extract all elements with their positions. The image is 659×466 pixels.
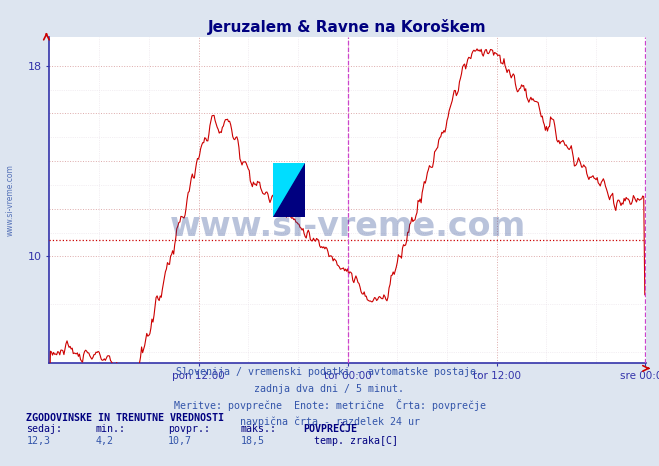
Text: 4,2: 4,2 [96, 436, 113, 446]
Polygon shape [273, 163, 305, 217]
Text: www.si-vreme.com: www.si-vreme.com [169, 210, 526, 243]
Text: Meritve: povprečne  Enote: metrične  Črta: povprečje: Meritve: povprečne Enote: metrične Črta:… [173, 399, 486, 411]
Text: zadnja dva dni / 5 minut.: zadnja dva dni / 5 minut. [254, 384, 405, 394]
Text: maks.:: maks.: [241, 424, 277, 434]
Polygon shape [273, 163, 305, 217]
Text: ZGODOVINSKE IN TRENUTNE VREDNOSTI: ZGODOVINSKE IN TRENUTNE VREDNOSTI [26, 413, 224, 423]
Text: POVPREČJE: POVPREČJE [303, 424, 357, 434]
Title: Jeruzalem & Ravne na Koroškem: Jeruzalem & Ravne na Koroškem [208, 19, 487, 35]
Text: 10,7: 10,7 [168, 436, 192, 446]
Text: temp. zraka[C]: temp. zraka[C] [314, 436, 398, 446]
Text: 12,3: 12,3 [26, 436, 50, 446]
Text: www.si-vreme.com: www.si-vreme.com [5, 164, 14, 236]
Text: povpr.:: povpr.: [168, 424, 210, 434]
Text: min.:: min.: [96, 424, 126, 434]
Text: navpična črta - razdelek 24 ur: navpična črta - razdelek 24 ur [239, 417, 420, 427]
Text: 18,5: 18,5 [241, 436, 264, 446]
Text: sedaj:: sedaj: [26, 424, 63, 434]
Text: Slovenija / vremenski podatki - avtomatske postaje.: Slovenija / vremenski podatki - avtomats… [177, 367, 482, 377]
